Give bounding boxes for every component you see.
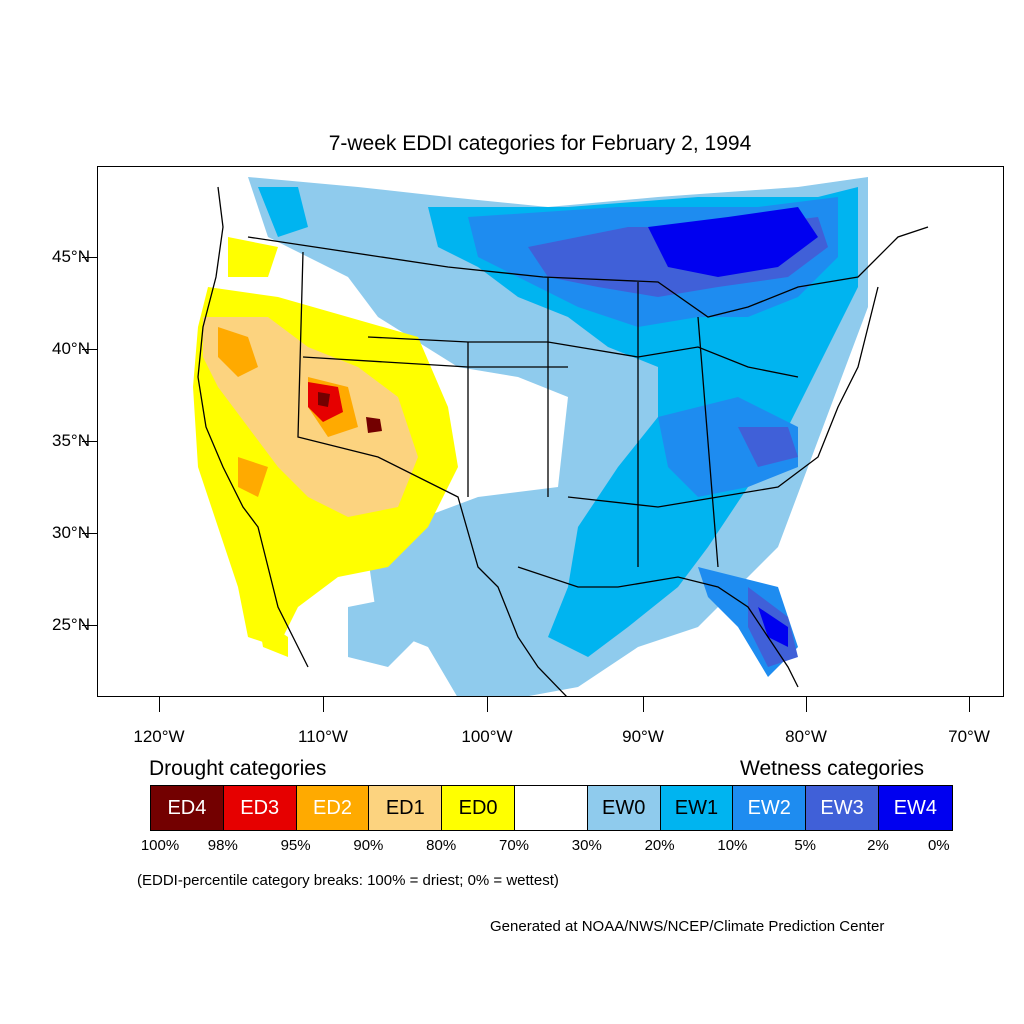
legend-box-ew4: EW4 bbox=[878, 786, 952, 830]
lon-tick bbox=[323, 697, 324, 712]
lon-tick bbox=[487, 697, 488, 712]
lon-label-110: 110°W bbox=[298, 727, 348, 746]
legend-box-ed3: ED3 bbox=[223, 786, 297, 830]
legend-box-normal bbox=[514, 786, 588, 830]
ew4-regions bbox=[648, 207, 818, 647]
legend-box-ew2: EW2 bbox=[733, 786, 807, 830]
lon-label-70: 70°W bbox=[948, 727, 990, 746]
lon-tick bbox=[969, 697, 970, 712]
credit: Generated at NOAA/NWS/NCEP/Climate Predi… bbox=[490, 918, 885, 935]
drought-heading: Drought categories bbox=[149, 757, 327, 780]
legend-box-ed2: ED2 bbox=[296, 786, 370, 830]
break-label: 100% bbox=[140, 837, 180, 854]
break-label: 98% bbox=[207, 837, 238, 854]
lat-label-40: 40°N bbox=[52, 339, 90, 358]
lat-label-25: 25°N bbox=[52, 615, 90, 634]
lon-label-100: 100°W bbox=[461, 727, 513, 746]
legend-box-ed0: ED0 bbox=[442, 786, 515, 830]
boundaries bbox=[197, 186, 929, 696]
lon-label-120: 120°W bbox=[133, 727, 185, 746]
lat-tick bbox=[82, 533, 97, 534]
break-label: 95% bbox=[280, 837, 311, 854]
legend-box-ed1: ED1 bbox=[369, 786, 443, 830]
ed4-regions bbox=[318, 392, 382, 433]
break-label: 90% bbox=[353, 837, 384, 854]
legend-box-ew3: EW3 bbox=[806, 786, 879, 830]
break-label: 30% bbox=[571, 837, 602, 854]
legend-bar: ED4 ED3 ED2 ED1 ED0 EW0 EW1 EW2 EW3 EW4 bbox=[150, 785, 953, 831]
map-title: 7-week EDDI categories for February 2, 1… bbox=[328, 132, 752, 155]
break-label: 5% bbox=[794, 837, 817, 854]
legend-box-ed4: ED4 bbox=[151, 786, 224, 830]
break-note: (EDDI-percentile category breaks: 100% =… bbox=[137, 872, 559, 889]
lat-label-30: 30°N bbox=[52, 523, 90, 542]
break-label: 20% bbox=[644, 837, 675, 854]
break-label: 80% bbox=[426, 837, 457, 854]
break-label: 70% bbox=[498, 837, 530, 854]
break-label: 10% bbox=[717, 837, 748, 854]
lon-tick bbox=[159, 697, 160, 712]
legend-box-ew1: EW1 bbox=[660, 786, 734, 830]
break-label: 0% bbox=[927, 837, 950, 854]
wetness-heading: Wetness categories bbox=[740, 757, 925, 780]
lat-label-45: 45°N bbox=[52, 247, 90, 266]
lat-tick bbox=[82, 441, 97, 442]
eddi-map bbox=[98, 167, 1003, 696]
lon-tick bbox=[643, 697, 644, 712]
legend-box-ew0: EW0 bbox=[587, 786, 661, 830]
break-label: 2% bbox=[867, 837, 889, 854]
lon-label-80: 80°W bbox=[785, 727, 827, 746]
lon-label-90: 90°W bbox=[622, 727, 664, 746]
lat-tick bbox=[82, 349, 97, 350]
lat-tick bbox=[82, 625, 97, 626]
lat-label-35: 35°N bbox=[52, 431, 90, 450]
lon-tick bbox=[806, 697, 807, 712]
lat-tick bbox=[82, 257, 97, 258]
map-frame bbox=[97, 166, 1004, 697]
